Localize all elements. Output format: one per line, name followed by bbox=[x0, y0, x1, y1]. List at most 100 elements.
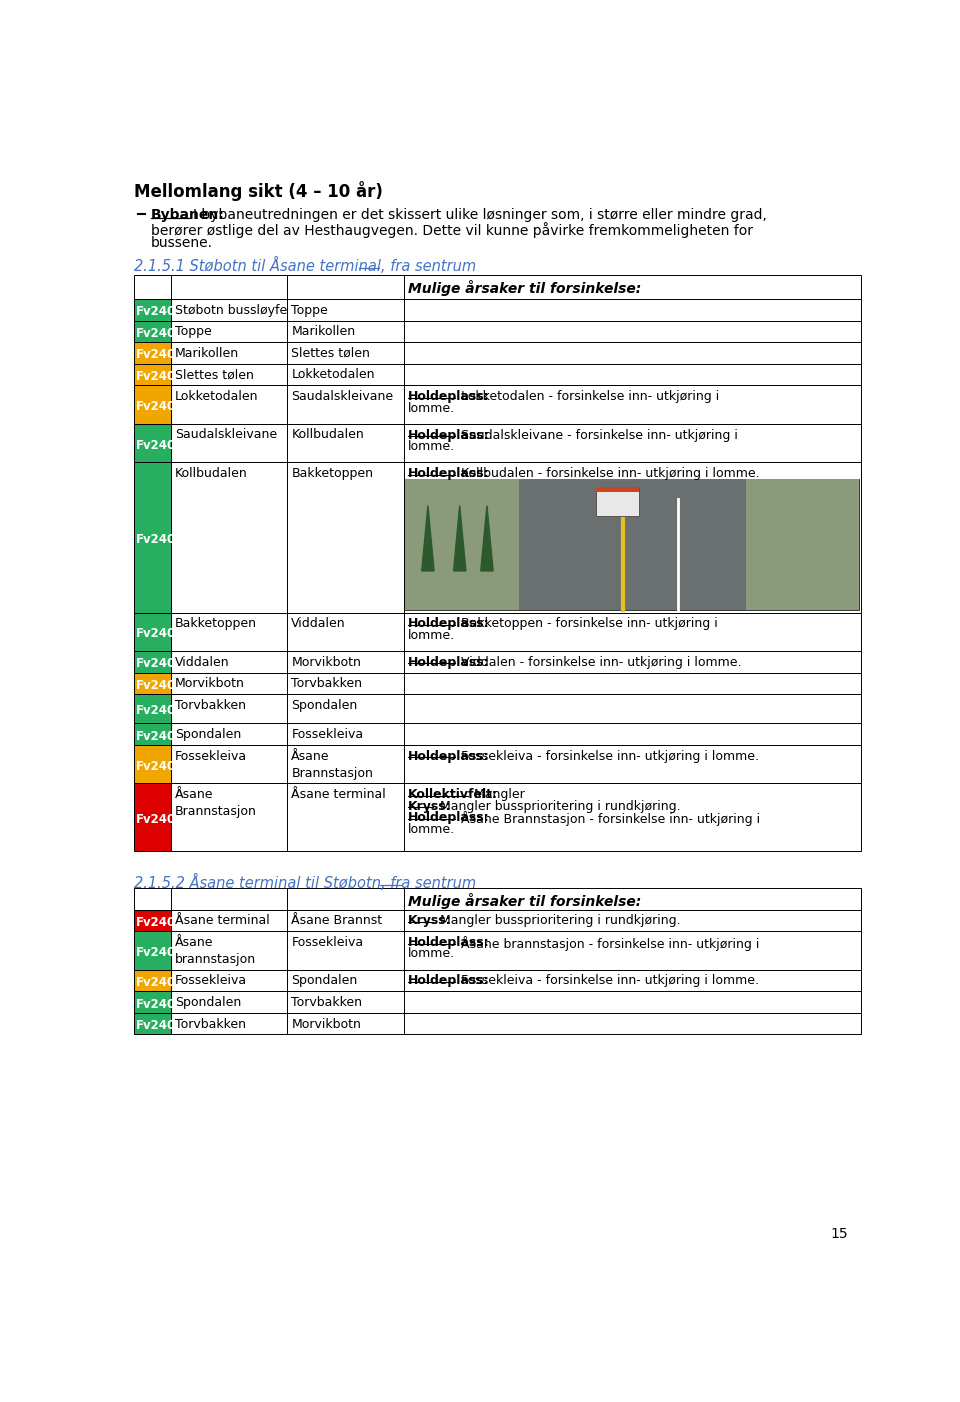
Text: Fv240: Fv240 bbox=[136, 658, 177, 670]
Text: Kollbudalen - forsinkelse inn- utkjøring i lomme.: Kollbudalen - forsinkelse inn- utkjøring… bbox=[457, 467, 760, 479]
Text: Åsane brannstasjon - forsinkelse inn- utkjøring i: Åsane brannstasjon - forsinkelse inn- ut… bbox=[457, 937, 759, 951]
Bar bbox=[287, 342, 403, 365]
Bar bbox=[403, 275, 861, 299]
Text: Bakketoppen: Bakketoppen bbox=[175, 617, 257, 629]
Polygon shape bbox=[481, 506, 493, 571]
Text: Fv240: Fv240 bbox=[136, 1019, 177, 1032]
Text: lomme.: lomme. bbox=[408, 401, 455, 415]
Bar bbox=[287, 694, 403, 723]
Text: lomme.: lomme. bbox=[408, 948, 455, 960]
Text: Støbotn bussløyfe: Støbotn bussløyfe bbox=[175, 304, 287, 317]
Bar bbox=[596, 486, 638, 492]
Bar bbox=[403, 784, 861, 851]
Bar bbox=[134, 1012, 171, 1035]
Bar bbox=[403, 910, 861, 931]
Bar bbox=[134, 321, 171, 342]
Bar bbox=[134, 784, 171, 851]
Text: Fossekleiva: Fossekleiva bbox=[175, 750, 247, 763]
Text: Spondalen: Spondalen bbox=[291, 974, 357, 987]
Text: Kollektivfelt:: Kollektivfelt: bbox=[408, 788, 497, 801]
Text: Viddalen - forsinkelse inn- utkjøring i lomme.: Viddalen - forsinkelse inn- utkjøring i … bbox=[457, 656, 742, 669]
Text: Marikollen: Marikollen bbox=[291, 325, 355, 338]
Bar bbox=[746, 479, 859, 610]
Text: Mangler: Mangler bbox=[470, 788, 525, 801]
Bar bbox=[518, 479, 746, 610]
Text: Torvbakken: Torvbakken bbox=[291, 995, 362, 1009]
Bar bbox=[171, 365, 287, 386]
Bar bbox=[403, 889, 861, 910]
Text: Fossekleiva - forsinkelse inn- utkjøring i lomme.: Fossekleiva - forsinkelse inn- utkjøring… bbox=[457, 974, 759, 987]
Bar bbox=[171, 694, 287, 723]
Text: Fossekleiva: Fossekleiva bbox=[175, 974, 247, 987]
Bar bbox=[403, 673, 861, 694]
Bar bbox=[134, 970, 171, 991]
Bar bbox=[171, 910, 287, 931]
Text: Fv240: Fv240 bbox=[136, 327, 177, 339]
Text: Marikollen: Marikollen bbox=[175, 346, 239, 360]
Text: Saudalskleivane - forsinkelse inn- utkjøring i: Saudalskleivane - forsinkelse inn- utkjø… bbox=[457, 429, 738, 442]
Bar bbox=[403, 723, 861, 744]
Bar bbox=[596, 486, 638, 516]
Bar bbox=[403, 1012, 861, 1035]
Text: Åsane terminal: Åsane terminal bbox=[175, 914, 270, 927]
Bar bbox=[171, 889, 287, 910]
Bar bbox=[134, 694, 171, 723]
Text: Fossekleiva: Fossekleiva bbox=[291, 728, 364, 742]
Text: Fv240: Fv240 bbox=[136, 400, 177, 414]
Bar bbox=[287, 275, 403, 299]
Bar bbox=[403, 321, 861, 342]
Text: Spondalen: Spondalen bbox=[175, 728, 241, 742]
Text: lomme.: lomme. bbox=[408, 440, 455, 453]
Text: Torvbakken: Torvbakken bbox=[291, 677, 362, 690]
Bar bbox=[134, 463, 171, 613]
Text: Holdeplass:: Holdeplass: bbox=[408, 467, 490, 479]
Text: Åsane
Brannstasjon: Åsane Brannstasjon bbox=[291, 750, 373, 780]
Text: Torvbakken: Torvbakken bbox=[175, 698, 246, 712]
Text: Morvikbotn: Morvikbotn bbox=[291, 656, 361, 669]
Text: Fv240: Fv240 bbox=[136, 998, 177, 1011]
Text: Fv240: Fv240 bbox=[136, 729, 177, 743]
Text: Fv240: Fv240 bbox=[136, 533, 177, 545]
Text: Kollbudalen: Kollbudalen bbox=[291, 429, 364, 442]
Text: Mellomlang sikt (4 – 10 år): Mellomlang sikt (4 – 10 år) bbox=[134, 181, 383, 200]
Text: Fv240: Fv240 bbox=[136, 946, 177, 959]
Bar bbox=[287, 931, 403, 970]
Bar bbox=[134, 342, 171, 365]
Text: Mulige årsaker til forsinkelse:: Mulige årsaker til forsinkelse: bbox=[408, 280, 641, 296]
Text: Fv240: Fv240 bbox=[136, 760, 177, 773]
Text: Slettes tølen: Slettes tølen bbox=[291, 346, 371, 360]
Text: Fv240: Fv240 bbox=[136, 704, 177, 718]
Text: Åsane Brannstasjon - forsinkelse inn- utkjøring i: Åsane Brannstasjon - forsinkelse inn- ut… bbox=[457, 812, 760, 826]
Bar bbox=[134, 991, 171, 1012]
Bar bbox=[405, 479, 859, 610]
Text: Lokketodalen: Lokketodalen bbox=[175, 390, 258, 402]
Text: Kollbudalen: Kollbudalen bbox=[175, 467, 248, 479]
Bar bbox=[403, 299, 861, 321]
Bar bbox=[287, 970, 403, 991]
Text: I bybaneutredningen er det skissert ulike løsninger som, i større eller mindre g: I bybaneutredningen er det skissert ulik… bbox=[193, 209, 766, 223]
Text: Viddalen: Viddalen bbox=[291, 617, 346, 629]
Text: Holdeplass:: Holdeplass: bbox=[408, 812, 490, 824]
Text: 2.1.5.2 Åsane terminal til Støbotn, fra sentrum: 2.1.5.2 Åsane terminal til Støbotn, fra … bbox=[134, 875, 476, 892]
Text: Fv240: Fv240 bbox=[136, 627, 177, 641]
Text: Holdeplass:: Holdeplass: bbox=[408, 937, 490, 949]
Text: 15: 15 bbox=[830, 1227, 849, 1241]
Bar bbox=[134, 299, 171, 321]
Bar bbox=[171, 463, 287, 613]
Text: Saudalskleivane: Saudalskleivane bbox=[175, 429, 277, 442]
Text: Lokketodalen - forsinkelse inn- utkjøring i: Lokketodalen - forsinkelse inn- utkjørin… bbox=[457, 390, 720, 402]
Text: Fv240: Fv240 bbox=[136, 349, 177, 362]
Bar bbox=[134, 423, 171, 463]
Bar bbox=[171, 723, 287, 744]
Bar bbox=[287, 991, 403, 1012]
Bar bbox=[134, 673, 171, 694]
Text: Fv240: Fv240 bbox=[136, 370, 177, 383]
Text: Saudalskleivane: Saudalskleivane bbox=[291, 390, 394, 402]
Text: Holdeplass:: Holdeplass: bbox=[408, 429, 490, 442]
Text: lomme.: lomme. bbox=[408, 823, 455, 836]
Text: Fossekleiva - forsinkelse inn- utkjøring i lomme.: Fossekleiva - forsinkelse inn- utkjøring… bbox=[457, 750, 759, 763]
Bar bbox=[403, 744, 861, 784]
Bar bbox=[287, 784, 403, 851]
Bar bbox=[171, 321, 287, 342]
Bar bbox=[171, 673, 287, 694]
